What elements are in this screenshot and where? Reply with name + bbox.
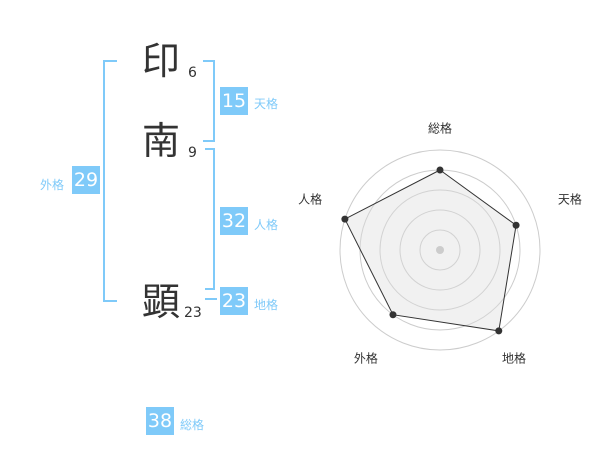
jinkaku-value: 32 — [220, 207, 248, 235]
radar-grid-ring — [399, 209, 481, 291]
radar-center — [436, 246, 444, 254]
radar-area — [344, 169, 517, 332]
name-char-3: 顕 — [142, 280, 181, 324]
radar-axis-label: 総格 — [427, 121, 453, 136]
radar-axis-label: 外格 — [353, 351, 378, 366]
name-char-1: 印 — [142, 39, 181, 83]
tenkaku-label: 天格 — [254, 97, 279, 111]
radar-axis-label: 天格 — [557, 192, 582, 207]
chikaku-connector — [205, 298, 217, 300]
tenkaku-bracket — [203, 60, 215, 142]
jinkaku-bracket — [205, 148, 215, 290]
gaikaku-bracket — [103, 60, 117, 302]
chikaku-label: 地格 — [254, 298, 279, 312]
soukaku-value: 38 — [146, 407, 174, 435]
gaikaku-label: 外格 — [40, 178, 65, 192]
radar-axis-label: 人格 — [298, 192, 323, 207]
stroke-count-3: 23 — [184, 305, 202, 321]
jinkaku-label: 人格 — [254, 218, 279, 232]
radar-point — [495, 327, 503, 335]
chikaku-value: 23 — [220, 287, 248, 315]
radar-grid-ring — [379, 189, 501, 311]
name-char-2: 南 — [142, 119, 181, 163]
soukaku-label: 総格 — [180, 418, 205, 432]
stroke-count-1: 6 — [188, 65, 197, 81]
tenkaku-value: 15 — [220, 87, 248, 115]
radar-axis-label: 地格 — [502, 351, 527, 366]
gaikaku-value: 29 — [72, 166, 100, 194]
radar-point — [512, 221, 520, 229]
radar-grid-ring — [339, 149, 541, 351]
radar-point — [389, 311, 397, 319]
radar-point — [341, 215, 349, 223]
radar-point — [436, 166, 444, 174]
radar-grid-ring — [419, 229, 461, 271]
stroke-count-2: 9 — [188, 145, 197, 161]
